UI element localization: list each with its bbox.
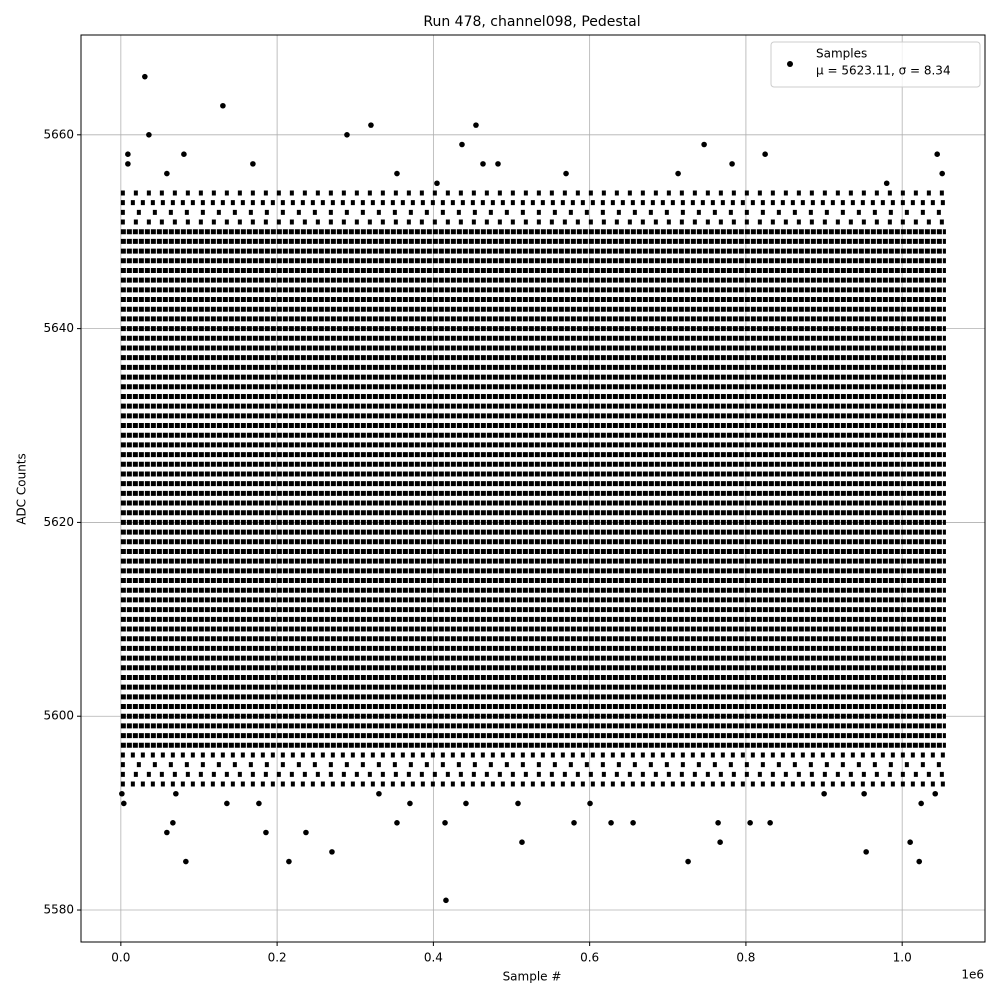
x-tick-label: 0.4 (424, 951, 443, 965)
sample-point (220, 102, 226, 109)
sample-point (459, 141, 465, 148)
sample-point (883, 180, 890, 187)
sample-point (495, 161, 501, 167)
sample-point (821, 790, 827, 797)
sample-point (394, 820, 400, 826)
sample-point (863, 849, 869, 855)
sample-point (181, 151, 187, 157)
plot-area (81, 35, 985, 942)
y-tick-label: 5660 (43, 127, 74, 141)
legend: Samples μ = 5623.11, σ = 8.34 (770, 41, 981, 88)
sample-point (125, 151, 131, 157)
sample-point (701, 141, 707, 148)
sample-point (164, 829, 170, 836)
sample-point (250, 161, 256, 167)
sample-point (125, 161, 131, 167)
sample-point (463, 800, 469, 807)
legend-marker (787, 61, 793, 67)
sample-point (717, 839, 723, 845)
sample-point (916, 858, 923, 865)
sample-point (747, 820, 753, 826)
y-axis-label: ADC Counts (15, 453, 29, 525)
sample-point (762, 151, 768, 157)
sample-point (932, 790, 939, 797)
sample-point (224, 800, 230, 807)
sample-point (715, 820, 721, 826)
sample-point (443, 897, 449, 904)
legend-label: Samples (816, 47, 867, 61)
x-tick-label: 1.0 (893, 951, 912, 965)
sample-point (608, 820, 614, 826)
y-tick-label: 5640 (43, 321, 74, 335)
sample-point (480, 161, 486, 167)
sample-point (368, 122, 374, 128)
sample-point (587, 800, 593, 807)
sample-point (256, 800, 262, 807)
x-tick-label: 0.8 (736, 951, 755, 965)
sample-point (173, 790, 179, 797)
sample-point (303, 829, 309, 836)
sample-point (146, 132, 152, 138)
x-axis-label: Sample # (503, 970, 562, 984)
sample-point (473, 122, 479, 128)
sample-point (571, 820, 577, 826)
sample-point (934, 151, 940, 157)
x-tick-label: 0.6 (580, 951, 599, 965)
sample-point (563, 170, 569, 177)
chart-title: Run 478, channel098, Pedestal (423, 14, 640, 30)
sample-point (344, 132, 350, 138)
sample-point (183, 858, 189, 865)
axes-frame (80, 34, 986, 943)
sample-point (519, 839, 525, 845)
sample-point (329, 849, 335, 855)
y-tick-label: 5600 (43, 709, 74, 723)
sample-point (434, 180, 440, 187)
sample-point (907, 839, 913, 845)
legend-stats: μ = 5623.11, σ = 8.34 (816, 64, 951, 78)
sample-point (119, 790, 125, 797)
sample-point (729, 161, 735, 167)
x-tick-label: 0.2 (268, 951, 287, 965)
sample-point (861, 790, 867, 797)
sample-point (170, 820, 176, 826)
legend-box (770, 41, 981, 88)
sample-point (515, 800, 521, 807)
sample-point (675, 170, 681, 177)
sample-point (376, 790, 382, 797)
x-offset-label: 1e6 (961, 968, 984, 982)
sample-point (630, 820, 636, 826)
y-tick-label: 5620 (43, 515, 74, 529)
sample-point (939, 170, 945, 177)
sample-point (442, 820, 448, 826)
sample-point (121, 800, 127, 807)
sample-point (142, 73, 148, 80)
sample-point (164, 170, 170, 177)
sample-point (918, 800, 924, 807)
sample-point (767, 820, 773, 826)
sample-point (286, 858, 292, 865)
y-tick-label: 5580 (43, 903, 74, 917)
x-tick-label: 0.0 (111, 951, 130, 965)
sample-point (263, 829, 269, 836)
sample-point (394, 170, 400, 177)
sample-point (685, 858, 691, 865)
sample-point (407, 800, 413, 807)
